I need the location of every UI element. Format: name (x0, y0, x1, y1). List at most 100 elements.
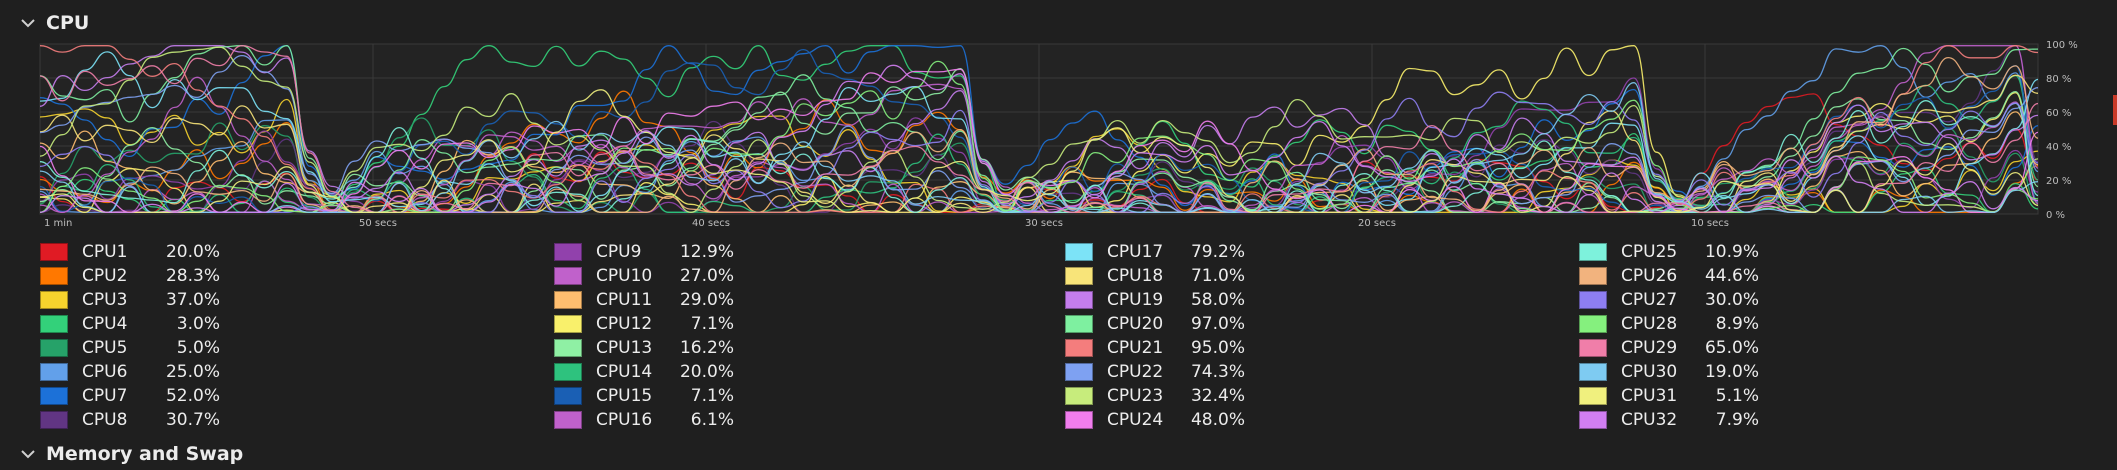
cpu-usage-value: 5.0% (176, 338, 220, 358)
legend-item-cpu6: CPU6 25.0% (40, 360, 540, 384)
cpu-name-label: CPU13 (596, 338, 653, 358)
y-tick-label: 60 % (2046, 108, 2071, 119)
cpu-name-label: CPU8 (82, 410, 128, 430)
x-tick-label: 40 secs (692, 218, 730, 229)
color-swatch-button[interactable] (554, 267, 582, 285)
legend-column: CPU25 10.9% CPU26 44.6% CPU27 30.0% CPU28 8.9% C… (1579, 240, 2079, 432)
color-swatch-button[interactable] (1065, 315, 1093, 333)
legend-item-cpu10: CPU10 27.0% (554, 264, 1054, 288)
chevron-down-icon[interactable] (18, 13, 38, 33)
cpu-usage-value: 6.1% (690, 410, 734, 430)
color-swatch-button[interactable] (554, 315, 582, 333)
color-swatch-button[interactable] (1065, 339, 1093, 357)
cpu-name-label: CPU5 (82, 338, 128, 358)
legend-item-cpu9: CPU9 12.9% (554, 240, 1054, 264)
color-swatch-button[interactable] (1579, 243, 1607, 261)
legend-item-cpu32: CPU32 7.9% (1579, 408, 2079, 432)
cpu-name-label: CPU4 (82, 314, 128, 334)
cpu-usage-value: 28.3% (165, 266, 220, 286)
legend-column: CPU9 12.9% CPU10 27.0% CPU11 29.0% CPU12 7.1% CP… (554, 240, 1054, 432)
cpu-usage-value: 7.9% (1715, 410, 1759, 430)
color-swatch-button[interactable] (554, 291, 582, 309)
color-swatch-button[interactable] (554, 387, 582, 405)
cpu-usage-value: 10.9% (1704, 242, 1759, 262)
cpu-name-label: CPU31 (1621, 386, 1678, 406)
cpu-name-label: CPU27 (1621, 290, 1678, 310)
y-tick-label: 40 % (2046, 142, 2071, 153)
legend-item-cpu28: CPU28 8.9% (1579, 312, 2079, 336)
memory-section-header[interactable]: Memory and Swap (0, 439, 243, 469)
chart-grid (39, 43, 2038, 215)
color-swatch-button[interactable] (1579, 363, 1607, 381)
legend-item-cpu30: CPU30 19.0% (1579, 360, 2079, 384)
legend-item-cpu23: CPU23 32.4% (1065, 384, 1565, 408)
x-tick-label: 1 min (44, 218, 72, 229)
color-swatch-button[interactable] (40, 387, 68, 405)
color-swatch-button[interactable] (1579, 411, 1607, 429)
chevron-down-icon[interactable] (18, 444, 38, 464)
cpu-section-title: CPU (46, 12, 90, 34)
cpu-name-label: CPU21 (1107, 338, 1164, 358)
color-swatch-button[interactable] (40, 291, 68, 309)
cpu-usage-value: 5.1% (1715, 386, 1759, 406)
cpu-name-label: CPU15 (596, 386, 653, 406)
color-swatch-button[interactable] (554, 411, 582, 429)
color-swatch-button[interactable] (40, 411, 68, 429)
color-swatch-button[interactable] (1579, 267, 1607, 285)
cpu-usage-value: 27.0% (679, 266, 734, 286)
color-swatch-button[interactable] (554, 243, 582, 261)
legend-item-cpu12: CPU12 7.1% (554, 312, 1054, 336)
series-line-cpu16 (39, 76, 2039, 213)
color-swatch-button[interactable] (1579, 315, 1607, 333)
legend-item-cpu29: CPU29 65.0% (1579, 336, 2079, 360)
cpu-usage-value: 95.0% (1190, 338, 1245, 358)
cpu-history-chart: 1 min 50 secs 40 secs 30 secs 20 secs 10 secs… (0, 40, 2117, 230)
cpu-usage-value: 16.2% (679, 338, 734, 358)
legend-item-cpu11: CPU11 29.0% (554, 288, 1054, 312)
cpu-name-label: CPU2 (82, 266, 128, 286)
legend-item-cpu17: CPU17 79.2% (1065, 240, 1565, 264)
legend-item-cpu21: CPU21 95.0% (1065, 336, 1565, 360)
cpu-name-label: CPU9 (596, 242, 642, 262)
cpu-usage-value: 74.3% (1190, 362, 1245, 382)
color-swatch-button[interactable] (554, 363, 582, 381)
color-swatch-button[interactable] (40, 363, 68, 381)
cpu-name-label: CPU24 (1107, 410, 1164, 430)
x-tick-label: 10 secs (1691, 218, 1729, 229)
color-swatch-button[interactable] (1065, 363, 1093, 381)
cpu-usage-value: 12.9% (679, 242, 734, 262)
x-tick-label: 20 secs (1358, 218, 1396, 229)
cpu-usage-value: 58.0% (1190, 290, 1245, 310)
color-swatch-button[interactable] (1065, 411, 1093, 429)
color-swatch-button[interactable] (1065, 267, 1093, 285)
color-swatch-button[interactable] (1579, 291, 1607, 309)
color-swatch-button[interactable] (1579, 339, 1607, 357)
cpu-name-label: CPU7 (82, 386, 128, 406)
cpu-usage-value: 29.0% (679, 290, 734, 310)
cpu-usage-value: 19.0% (1704, 362, 1759, 382)
legend-item-cpu7: CPU7 52.0% (40, 384, 540, 408)
color-swatch-button[interactable] (1065, 387, 1093, 405)
legend-item-cpu14: CPU14 20.0% (554, 360, 1054, 384)
cpu-usage-value: 7.1% (690, 386, 734, 406)
cpu-usage-value: 8.9% (1715, 314, 1759, 334)
color-swatch-button[interactable] (40, 267, 68, 285)
memory-section-title: Memory and Swap (46, 443, 244, 465)
cpu-name-label: CPU16 (596, 410, 653, 430)
y-tick-label: 0 % (2046, 210, 2065, 221)
color-swatch-button[interactable] (554, 339, 582, 357)
cpu-name-label: CPU22 (1107, 362, 1164, 382)
cpu-chart-svg: 1 min 50 secs 40 secs 30 secs 20 secs 10 secs… (39, 40, 2078, 229)
color-swatch-button[interactable] (1065, 291, 1093, 309)
color-swatch-button[interactable] (40, 243, 68, 261)
cpu-section-header[interactable]: CPU (0, 8, 89, 38)
cpu-name-label: CPU19 (1107, 290, 1164, 310)
series-line-cpu22 (39, 54, 2039, 213)
color-swatch-button[interactable] (1579, 387, 1607, 405)
color-swatch-button[interactable] (40, 315, 68, 333)
cpu-name-label: CPU30 (1621, 362, 1678, 382)
cpu-name-label: CPU17 (1107, 242, 1164, 262)
color-swatch-button[interactable] (40, 339, 68, 357)
color-swatch-button[interactable] (1065, 243, 1093, 261)
